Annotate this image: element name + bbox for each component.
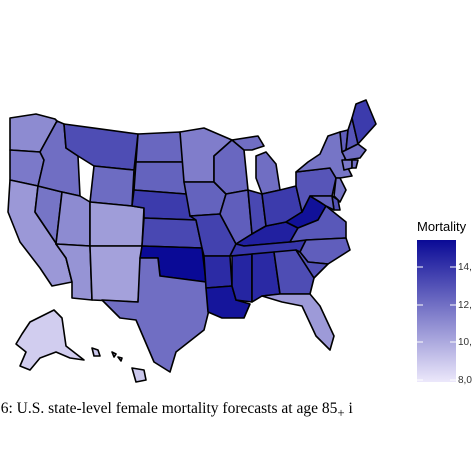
state-new-jersey — [333, 177, 347, 203]
state-north-dakota — [135, 131, 185, 163]
legend-title: Mortality — [417, 219, 467, 234]
state-hawaii — [91, 347, 147, 383]
state-maryland — [309, 195, 335, 211]
state-georgia — [273, 249, 315, 295]
state-new-mexico — [89, 245, 143, 303]
state-south-dakota — [133, 161, 187, 195]
caption-subscript: + — [337, 405, 345, 421]
caption-text: e 6: U.S. state-level female mortality f… — [0, 400, 338, 417]
state-florida — [261, 293, 335, 351]
caption-suffix: i — [344, 400, 353, 417]
state-rhode-island — [351, 159, 359, 169]
state-texas — [101, 257, 211, 373]
state-arkansas — [203, 255, 233, 289]
state-utah — [55, 191, 91, 247]
legend-tick-label: 10, — [458, 337, 472, 348]
state-connecticut — [341, 159, 353, 171]
legend-tick-label: 8,0 — [458, 375, 472, 386]
state-kansas — [141, 217, 203, 249]
state-wyoming — [89, 165, 135, 207]
legend-tick-label: 12, — [458, 300, 472, 311]
legend-tick-label: 14, — [458, 262, 472, 273]
state-colorado — [89, 201, 145, 247]
state-maine — [351, 99, 377, 145]
legend-colorbar — [417, 240, 456, 382]
state-south-carolina — [295, 249, 329, 279]
color-legend — [417, 240, 456, 382]
figure-caption: e 6: U.S. state-level female mortality f… — [0, 400, 353, 421]
states-layer — [7, 99, 377, 383]
state-mississippi — [231, 253, 253, 303]
state-alaska — [15, 309, 85, 371]
